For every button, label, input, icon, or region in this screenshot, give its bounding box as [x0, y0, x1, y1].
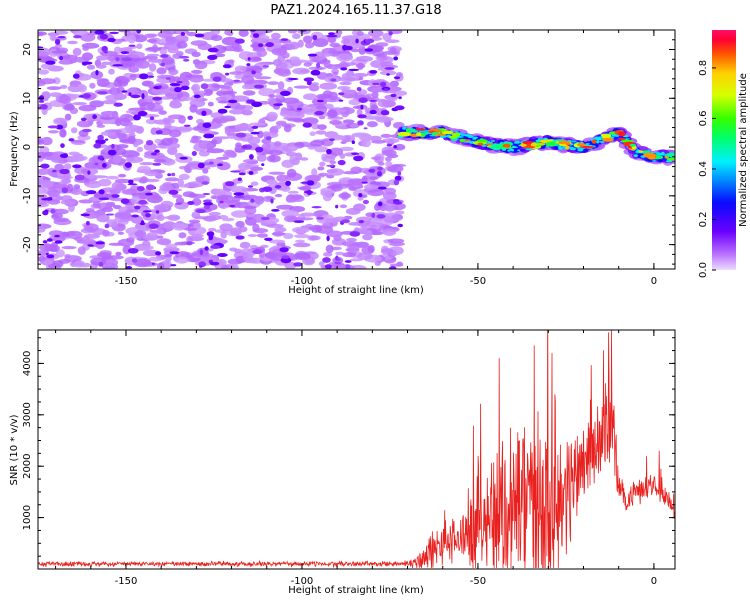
- spectrogram-x-tick-label: -150: [115, 276, 138, 287]
- colorbar-tick-label: 0.4: [698, 161, 709, 177]
- spectrogram-y-tick-label: 20: [22, 43, 33, 56]
- noise-speckle-light: [38, 30, 408, 269]
- colorbar-tick-label: 0.8: [698, 60, 709, 76]
- colorbar-label: Normalized spectral amplitude: [738, 73, 749, 227]
- snr-frame: [37, 329, 676, 570]
- colorbar-ticks: 0.0 0.2 0.4 0.6 0.8: [698, 60, 716, 278]
- snr-panel: -150 -100 -50 0 1000 2000 3000 4000 Height of s…: [9, 329, 676, 596]
- spectrogram-x-tick-label: 0: [651, 276, 657, 287]
- snr-x-axis-label: Height of straight line (km): [288, 585, 424, 596]
- snr-x-tick-label: -150: [115, 576, 138, 587]
- spectrogram-x-axis-label: Height of straight line (km): [288, 285, 424, 296]
- snr-y-tick-label: 1000: [22, 505, 33, 530]
- colorbar-tick-label: 0.0: [698, 262, 709, 278]
- spectrogram-y-tick-label: 10: [22, 92, 33, 105]
- snr-plot-area: [38, 330, 675, 569]
- spectrogram-x-tick-label: -100: [291, 276, 314, 287]
- snr-x-tick-label: -100: [291, 576, 314, 587]
- chart-title: PAZ1.2024.165.11.37.G18: [270, 3, 441, 18]
- snr-axes: -150 -100 -50 0 1000 2000 3000 4000: [22, 329, 676, 587]
- noise-speckle-dark: [38, 30, 405, 269]
- snr-x-tick-label: 0: [651, 576, 657, 587]
- snr-series-line: [38, 330, 675, 569]
- colorbar-tick-label: 0.6: [698, 110, 709, 126]
- spectrogram-plot-area: [38, 30, 675, 269]
- snr-y-tick-label: 4000: [22, 351, 33, 376]
- colorbar-gradient: [712, 30, 736, 270]
- doppler-trace: [391, 123, 675, 166]
- spectrogram-y-axis-label: Frequency (Hz): [9, 111, 20, 187]
- spectrogram-x-tick-label: -50: [470, 276, 486, 287]
- colorbar: 0.0 0.2 0.4 0.6 0.8 Normalized spectral ampl…: [698, 30, 749, 278]
- spectrogram-y-tick-label: 0: [22, 144, 33, 150]
- snr-y-tick-label: 3000: [22, 402, 33, 427]
- spectrogram-y-tick-label: -10: [22, 188, 33, 204]
- spectrogram-y-tick-label: -20: [22, 236, 33, 252]
- snr-y-tick-label: 2000: [22, 453, 33, 478]
- spectrogram-frame: [37, 29, 676, 270]
- colorbar-tick-label: 0.2: [698, 212, 709, 228]
- snr-x-tick-label: -50: [470, 576, 486, 587]
- snr-y-axis-label: SNR (10 * v/v): [9, 414, 20, 485]
